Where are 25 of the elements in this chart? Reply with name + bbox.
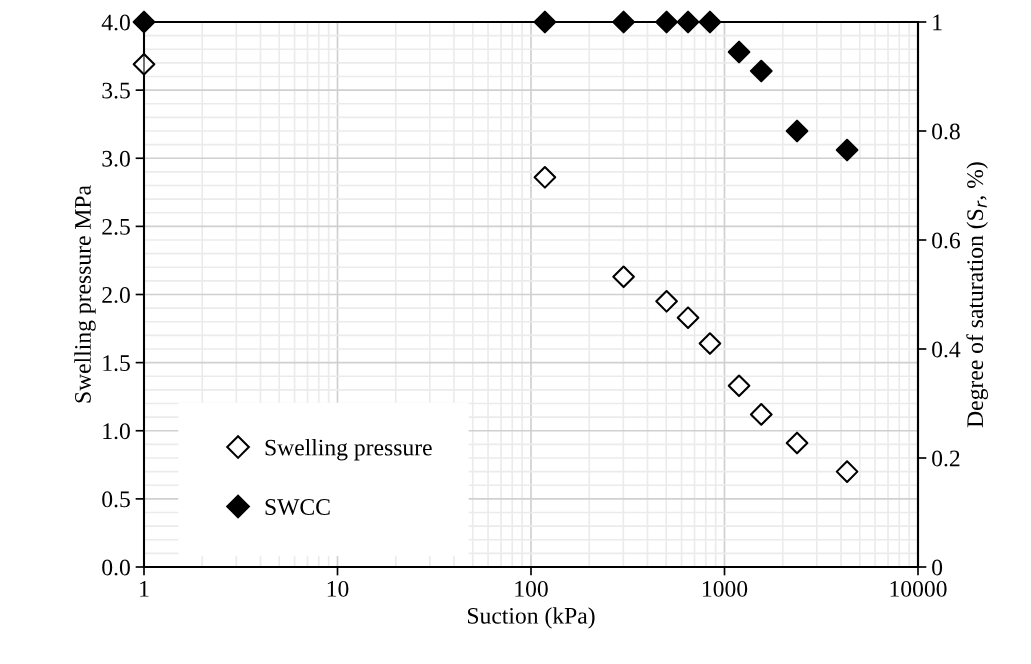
y-tick-label: 3.5: [102, 82, 130, 99]
x-tick-label: 10: [327, 580, 349, 597]
legend-label: Swelling pressure: [265, 438, 432, 461]
y-tick-label: 3.0: [102, 150, 130, 167]
y2-tick-label: 0: [932, 559, 943, 576]
y-tick-label: 2.5: [102, 218, 130, 235]
y-tick-label: 4.0: [101, 14, 130, 31]
y2-tick-label: 1: [933, 14, 942, 31]
x-tick-label: 10000: [890, 580, 947, 597]
x-tick-label: 1000: [702, 580, 748, 597]
y2-tick-label: 0.6: [932, 232, 960, 249]
y-axis-title: Swelling pressure MPa: [74, 185, 96, 403]
y2-tick-label: 0.8: [932, 123, 960, 140]
y-tick-label: 1.0: [103, 423, 130, 440]
y-tick-label: 0.0: [102, 559, 130, 576]
y2-tick-label: 0.2: [932, 450, 960, 467]
y2-tick-label: 0.4: [932, 341, 961, 358]
y-tick-label: 0.5: [102, 491, 130, 508]
x-axis-title: Suction (kPa): [467, 607, 595, 629]
legend-label: SWCC: [265, 499, 330, 516]
x-tick-label: 1: [140, 580, 149, 597]
y-tick-label: 1.5: [103, 355, 130, 372]
y2-axis-title: Degree of saturation (S$_{r}$, %): [966, 162, 988, 428]
y-tick-label: 2.0: [102, 286, 130, 304]
x-tick-label: 100: [515, 580, 548, 597]
